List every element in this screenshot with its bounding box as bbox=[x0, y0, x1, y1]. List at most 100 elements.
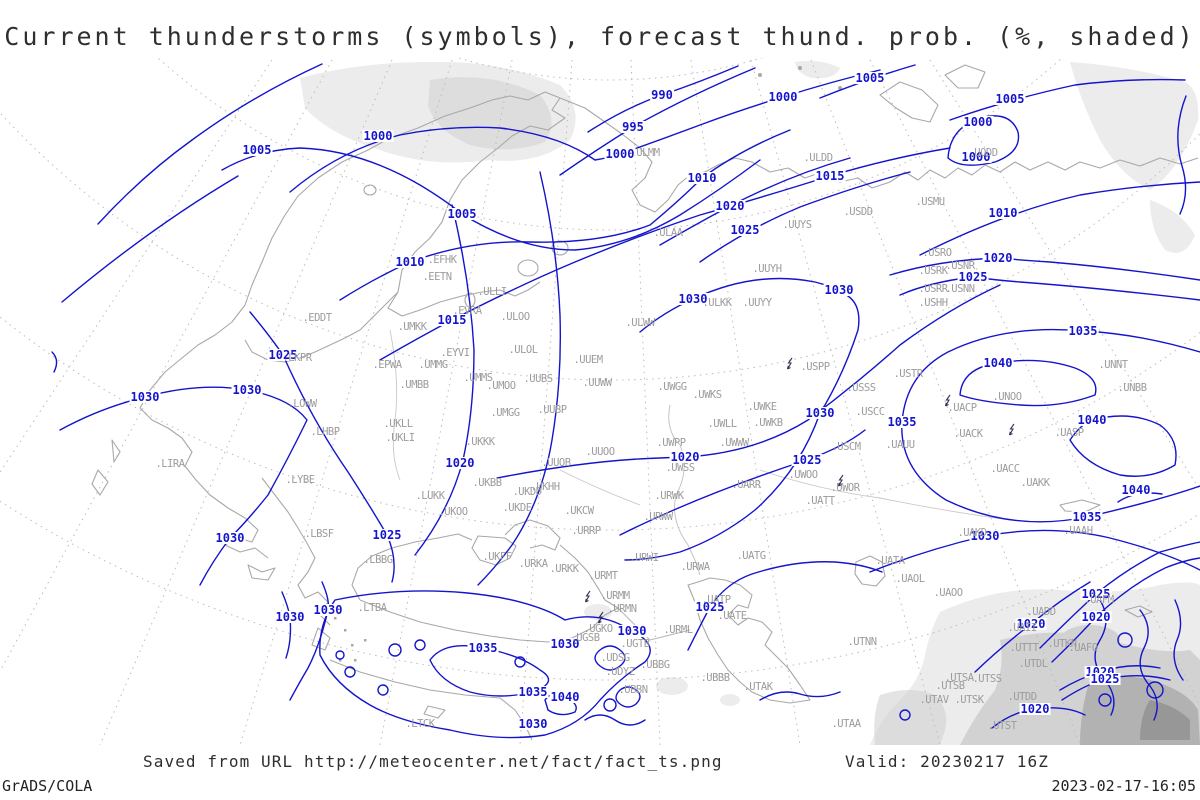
isobar-label: 1030 bbox=[312, 603, 344, 617]
isobar-label: 1020 bbox=[444, 456, 476, 470]
isobar-label: 1035 bbox=[1067, 324, 1099, 338]
station-label: .UNOO bbox=[992, 391, 1022, 403]
station-label: .UUBS bbox=[523, 373, 553, 385]
graticule bbox=[0, 58, 1200, 746]
isobar-label: 1030 bbox=[969, 529, 1001, 543]
isobar-label: 1005 bbox=[854, 71, 886, 85]
thunderstorm-icon bbox=[837, 474, 844, 487]
station-label: .UMBB bbox=[399, 379, 429, 391]
station-label: .LKPR bbox=[282, 352, 312, 364]
station-label: .UUWW bbox=[582, 377, 612, 389]
station-label: .UWOO bbox=[788, 469, 818, 481]
isobars bbox=[51, 63, 1200, 739]
station-label: .UKFF bbox=[482, 551, 512, 563]
isobar-label: 1040 bbox=[1076, 413, 1108, 427]
station-label: .UKLI bbox=[385, 432, 415, 444]
thunderstorm-symbol bbox=[597, 610, 606, 624]
station-label: .UTSS bbox=[972, 673, 1002, 685]
station-label: .UMOO bbox=[486, 380, 516, 392]
isobar-label: 1020 bbox=[1019, 702, 1051, 716]
station-label: .UUOB bbox=[541, 457, 571, 469]
station-label: .UASP bbox=[1054, 427, 1084, 439]
thunderstorm-icon bbox=[584, 590, 591, 603]
isobar-label: 1030 bbox=[274, 610, 306, 624]
station-label: .UMKK bbox=[397, 321, 427, 333]
station-label: .UKCW bbox=[564, 505, 594, 517]
station-label: .UAAH bbox=[1063, 525, 1093, 537]
station-label: .UWGG bbox=[657, 381, 687, 393]
station-label: .ULLI bbox=[477, 286, 507, 298]
thunderstorm-symbol bbox=[1008, 422, 1017, 436]
station-label: .UACC bbox=[990, 463, 1020, 475]
isobar-label: 1000 bbox=[604, 147, 636, 161]
thunderstorm-icon bbox=[597, 611, 604, 624]
isobar-label: 1035 bbox=[1071, 510, 1103, 524]
station-label: .UKHH bbox=[530, 481, 560, 493]
station-label: .UGTB bbox=[620, 638, 650, 650]
station-label: .URKK bbox=[549, 563, 579, 575]
station-label: .ULAA bbox=[653, 227, 683, 239]
station-label: .UUYY bbox=[742, 297, 772, 309]
valid-time-text: Valid: 20230217 16Z bbox=[845, 752, 1049, 771]
station-label: .UNNT bbox=[1098, 359, 1128, 371]
isobar-label: 1010 bbox=[686, 171, 718, 185]
station-label: .URWW bbox=[643, 511, 673, 523]
station-label: .EDDT bbox=[302, 312, 332, 324]
station-label: .UTNN bbox=[847, 636, 877, 648]
station-label: .UGSB bbox=[570, 632, 600, 644]
station-label: .UTKN bbox=[1047, 638, 1077, 650]
station-label: .UARR bbox=[731, 479, 761, 491]
station-label: .UATG bbox=[736, 550, 766, 562]
thunderstorm-symbol bbox=[837, 473, 846, 487]
station-label: .UUBP bbox=[537, 404, 567, 416]
isobar-label: 1030 bbox=[129, 390, 161, 404]
page-title: Current thunderstorms (symbols), forecas… bbox=[4, 22, 1196, 51]
station-label: .UUYS bbox=[782, 219, 812, 231]
isobar-label: 1025 bbox=[371, 528, 403, 542]
station-label: .UATP bbox=[701, 594, 731, 606]
station-label: .URMN bbox=[607, 603, 637, 615]
isobar-label: 1020 bbox=[714, 199, 746, 213]
thunderstorm-symbol bbox=[944, 393, 953, 407]
station-label: .UKDD bbox=[512, 486, 542, 498]
isobar-label: 1025 bbox=[1089, 672, 1121, 686]
station-label: .LIRA bbox=[155, 458, 185, 470]
station-label: .UODD bbox=[968, 147, 998, 159]
station-label: .LYBE bbox=[285, 474, 315, 486]
station-label: .USNN bbox=[945, 283, 975, 295]
station-label: .UWSS bbox=[665, 462, 695, 474]
station-label: .UATA bbox=[875, 555, 905, 567]
station-label: .UTSB bbox=[935, 680, 965, 692]
station-label: .EFHK bbox=[427, 254, 457, 266]
isobar-label: 1010 bbox=[394, 255, 426, 269]
station-label: .UACP bbox=[947, 402, 977, 414]
station-label: .USRO bbox=[922, 247, 952, 259]
isobar-label: 1015 bbox=[814, 169, 846, 183]
station-label: .USTR bbox=[893, 368, 923, 380]
station-label: .UTDL bbox=[1018, 658, 1048, 670]
station-label: .UWOR bbox=[830, 482, 860, 494]
station-label: .UTAA bbox=[831, 718, 861, 730]
station-label: .UUEM bbox=[573, 354, 603, 366]
isobar-label: 995 bbox=[621, 120, 645, 134]
station-label: .ULKK bbox=[702, 297, 732, 309]
station-label: .ULOO bbox=[500, 311, 530, 323]
station-label: .UATT bbox=[805, 495, 835, 507]
station-label: .UGKO bbox=[583, 623, 613, 635]
thunderstorm-icon bbox=[786, 357, 793, 370]
station-label: .URWK bbox=[654, 490, 684, 502]
station-label: .UTTT bbox=[1009, 642, 1039, 654]
station-label: .UTSK bbox=[954, 694, 984, 706]
station-label: .URKA bbox=[518, 558, 548, 570]
station-label: .LBSF bbox=[304, 528, 334, 540]
isobar-label: 1025 bbox=[957, 270, 989, 284]
station-label: .UTAV bbox=[919, 694, 949, 706]
station-label: .UWWW bbox=[719, 437, 749, 449]
station-label: .UAKK bbox=[1020, 477, 1050, 489]
isobar-label: 1035 bbox=[517, 685, 549, 699]
station-label: .UWLL bbox=[707, 418, 737, 430]
isobar-label: 1040 bbox=[549, 690, 581, 704]
station-label: .URMT bbox=[588, 570, 618, 582]
station-label: .UATE bbox=[717, 610, 747, 622]
isobar-label: 1025 bbox=[791, 453, 823, 467]
